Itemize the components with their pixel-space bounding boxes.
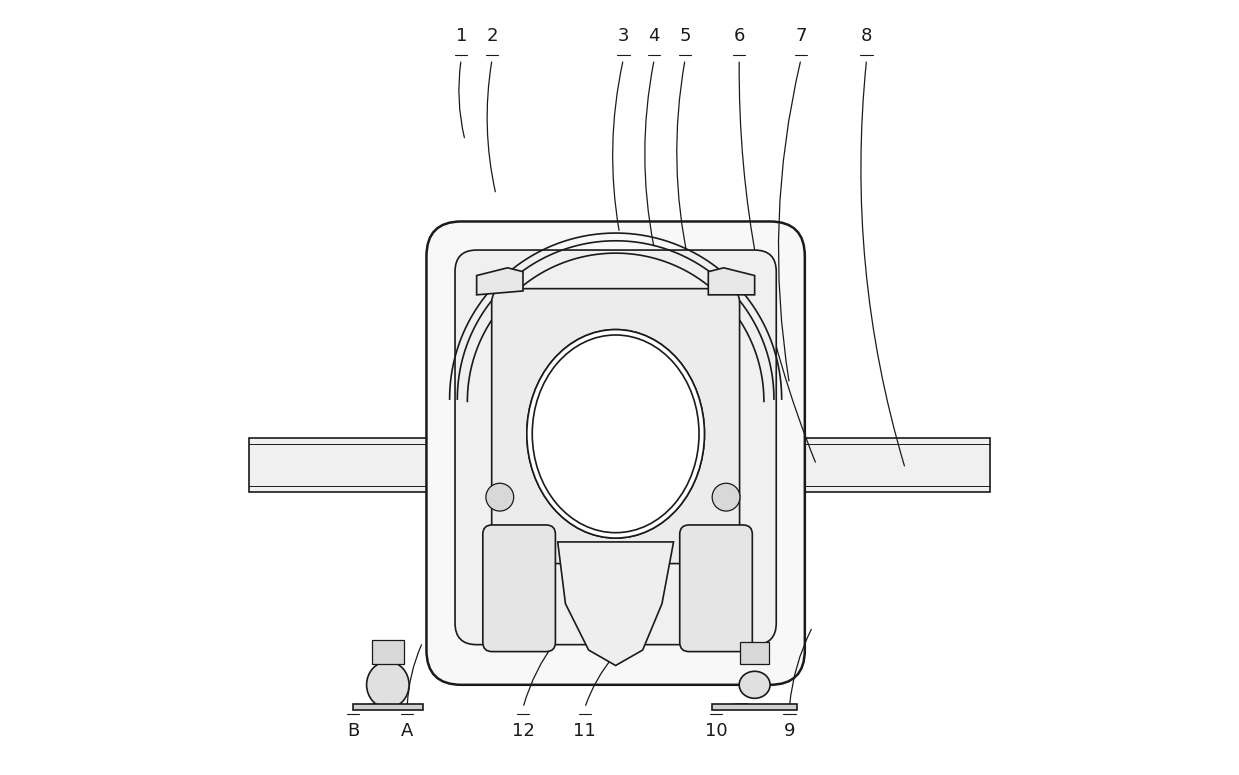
Text: 5: 5 <box>679 27 691 45</box>
Text: 6: 6 <box>733 27 745 45</box>
Ellipse shape <box>740 671 771 698</box>
Text: 10: 10 <box>705 722 727 740</box>
Circle shape <box>486 484 514 511</box>
Text: 8: 8 <box>861 27 872 45</box>
Polygon shape <box>249 438 990 492</box>
Ellipse shape <box>533 335 699 532</box>
Text: 11: 11 <box>574 722 596 740</box>
Ellipse shape <box>527 329 705 538</box>
Ellipse shape <box>527 329 705 538</box>
FancyBboxPatch shape <box>455 250 777 645</box>
Text: 12: 12 <box>512 722 534 740</box>
Polygon shape <box>712 704 797 710</box>
FancyBboxPatch shape <box>740 642 769 664</box>
FancyBboxPatch shape <box>483 525 555 652</box>
Text: 2: 2 <box>487 27 498 45</box>
FancyBboxPatch shape <box>492 288 740 563</box>
FancyBboxPatch shape <box>426 222 805 685</box>
FancyBboxPatch shape <box>372 640 404 664</box>
Text: 7: 7 <box>795 27 807 45</box>
Text: 4: 4 <box>648 27 660 45</box>
Text: A: A <box>401 722 414 740</box>
Polygon shape <box>709 268 755 294</box>
Polygon shape <box>477 268 523 294</box>
Text: B: B <box>347 722 359 740</box>
Ellipse shape <box>367 662 409 708</box>
Text: 3: 3 <box>617 27 629 45</box>
Ellipse shape <box>533 335 699 532</box>
Text: 9: 9 <box>783 722 795 740</box>
Polygon shape <box>353 704 422 710</box>
FancyBboxPatch shape <box>680 525 752 652</box>
Circle shape <box>712 484 740 511</box>
Text: 1: 1 <box>456 27 467 45</box>
Polygon shape <box>558 542 674 666</box>
